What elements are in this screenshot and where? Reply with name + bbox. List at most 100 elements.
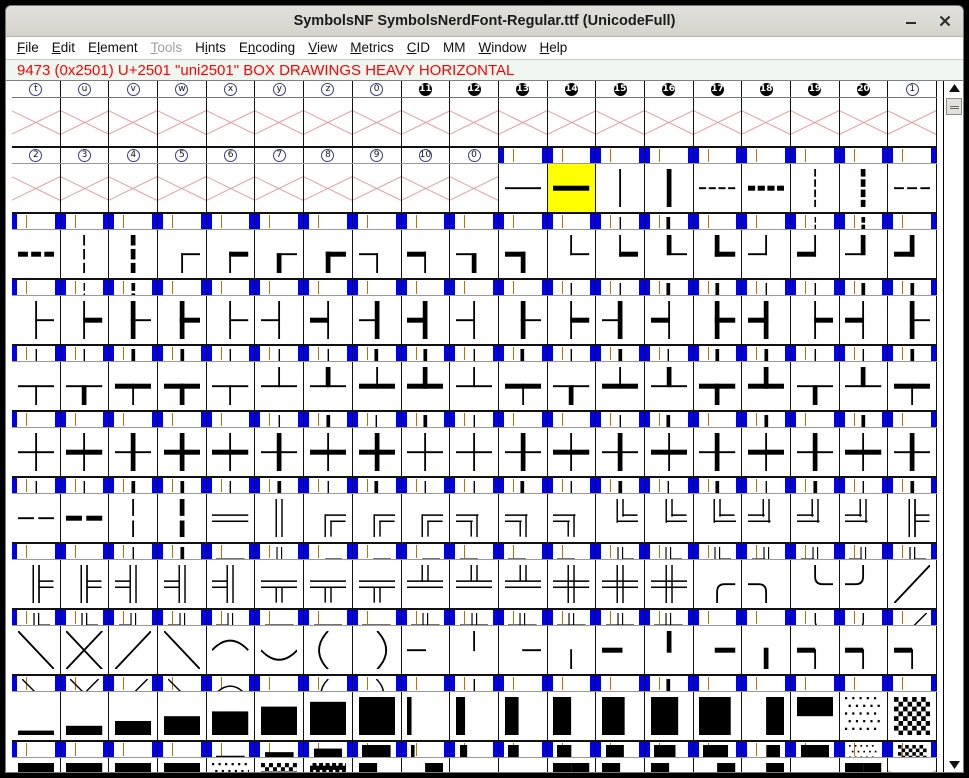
glyph-cell[interactable] (839, 692, 889, 740)
glyph-cell[interactable] (547, 626, 597, 674)
glyph-header-cell[interactable]: 18 (742, 81, 791, 97)
glyph-header-cell[interactable] (60, 280, 110, 295)
glyph-header-cell[interactable] (596, 214, 645, 229)
glyph-header-cell[interactable] (450, 544, 499, 559)
glyph-header-cell[interactable] (12, 478, 61, 493)
glyph-header-cell[interactable] (693, 148, 743, 163)
glyph-cell[interactable] (12, 494, 61, 542)
glyph-cell[interactable] (60, 296, 110, 344)
glyph-cell[interactable] (498, 692, 548, 740)
glyph-header-cell[interactable] (352, 742, 402, 757)
glyph-cell[interactable] (547, 230, 597, 278)
glyph-cell[interactable] (596, 296, 645, 344)
glyph-cell[interactable] (304, 230, 353, 278)
glyph-cell[interactable] (888, 692, 938, 740)
glyph-cell[interactable] (304, 692, 353, 740)
glyph-cell[interactable] (401, 362, 451, 410)
glyph-header-cell[interactable] (60, 478, 110, 493)
glyph-cell[interactable] (596, 428, 645, 476)
glyph-cell[interactable] (450, 296, 499, 344)
glyph-cell[interactable] (839, 164, 889, 212)
glyph-cell[interactable] (158, 758, 207, 772)
glyph-cell[interactable] (888, 560, 938, 608)
glyph-header-cell[interactable] (644, 148, 694, 163)
glyph-header-cell[interactable] (644, 280, 694, 295)
glyph-header-cell[interactable] (547, 742, 597, 757)
glyph-header-cell[interactable] (498, 742, 548, 757)
glyph-cell[interactable] (401, 98, 451, 146)
glyph-header-cell[interactable] (450, 214, 499, 229)
glyph-cell[interactable] (791, 98, 840, 146)
glyph-header-cell[interactable] (352, 478, 402, 493)
glyph-header-cell[interactable] (304, 544, 353, 559)
glyph-cell[interactable] (644, 626, 694, 674)
glyph-header-cell[interactable] (547, 412, 597, 427)
glyph-header-cell[interactable] (693, 676, 743, 691)
scroll-up-icon[interactable] (944, 81, 963, 96)
glyph-cell[interactable] (206, 98, 256, 146)
glyph-header-cell[interactable] (791, 610, 840, 625)
glyph-cell[interactable] (401, 626, 451, 674)
glyph-header-cell[interactable] (12, 412, 61, 427)
glyph-header-cell[interactable] (109, 544, 159, 559)
glyph-cell[interactable] (839, 560, 889, 608)
glyph-cell[interactable] (596, 164, 645, 212)
glyph-header-cell[interactable] (498, 148, 548, 163)
glyph-cell[interactable] (450, 230, 499, 278)
glyph-header-cell[interactable] (498, 610, 548, 625)
glyph-cell[interactable] (888, 362, 938, 410)
glyph-cell[interactable] (352, 164, 402, 212)
glyph-cell[interactable] (644, 758, 694, 772)
glyph-header-cell[interactable]: 20 (839, 81, 889, 97)
glyph-cell[interactable] (206, 494, 256, 542)
glyph-cell[interactable] (547, 98, 597, 146)
glyph-header-cell[interactable] (693, 544, 743, 559)
glyph-header-cell[interactable] (547, 478, 597, 493)
glyph-cell[interactable] (352, 428, 402, 476)
glyph-header-cell[interactable]: v (109, 81, 159, 97)
glyph-header-cell[interactable] (498, 544, 548, 559)
glyph-cell[interactable] (742, 560, 791, 608)
glyph-cell[interactable] (158, 362, 207, 410)
glyph-header-cell[interactable] (109, 478, 159, 493)
glyph-cell[interactable] (304, 758, 353, 772)
glyph-cell[interactable] (109, 758, 159, 772)
glyph-header-cell[interactable] (498, 412, 548, 427)
glyph-header-cell[interactable] (12, 742, 61, 757)
glyph-header-cell[interactable] (888, 610, 938, 625)
glyph-header-cell[interactable] (158, 214, 207, 229)
glyph-header-cell[interactable] (401, 676, 451, 691)
glyph-header-cell[interactable] (888, 412, 938, 427)
glyph-cell[interactable] (304, 164, 353, 212)
glyph-header-cell[interactable] (644, 544, 694, 559)
glyph-header-cell[interactable] (60, 742, 110, 757)
glyph-cell[interactable] (109, 692, 159, 740)
glyph-cell[interactable] (693, 164, 743, 212)
glyph-header-cell[interactable] (547, 676, 597, 691)
glyph-header-cell[interactable]: 11 (401, 81, 451, 97)
glyph-cell[interactable] (888, 428, 938, 476)
glyph-cell[interactable] (158, 164, 207, 212)
glyph-header-cell[interactable] (206, 478, 256, 493)
glyph-cell[interactable] (498, 362, 548, 410)
glyph-header-cell[interactable] (401, 610, 451, 625)
glyph-header-cell[interactable] (401, 544, 451, 559)
glyph-cell[interactable] (742, 230, 791, 278)
glyph-header-cell[interactable] (206, 610, 256, 625)
glyph-header-cell[interactable] (596, 544, 645, 559)
glyph-header-cell[interactable]: 4 (109, 148, 159, 163)
glyph-header-cell[interactable] (450, 742, 499, 757)
glyph-cell[interactable] (791, 626, 840, 674)
glyph-header-cell[interactable] (352, 280, 402, 295)
glyph-cell[interactable] (158, 428, 207, 476)
glyph-header-cell[interactable] (401, 346, 451, 361)
glyph-header-cell[interactable] (839, 280, 889, 295)
glyph-header-cell[interactable] (547, 610, 597, 625)
glyph-cell[interactable] (12, 758, 61, 772)
glyph-cell[interactable] (206, 428, 256, 476)
glyph-cell[interactable] (888, 230, 938, 278)
glyph-cell[interactable] (158, 296, 207, 344)
glyph-header-cell[interactable] (644, 346, 694, 361)
glyph-header-cell[interactable] (547, 280, 597, 295)
glyph-header-cell[interactable] (693, 478, 743, 493)
